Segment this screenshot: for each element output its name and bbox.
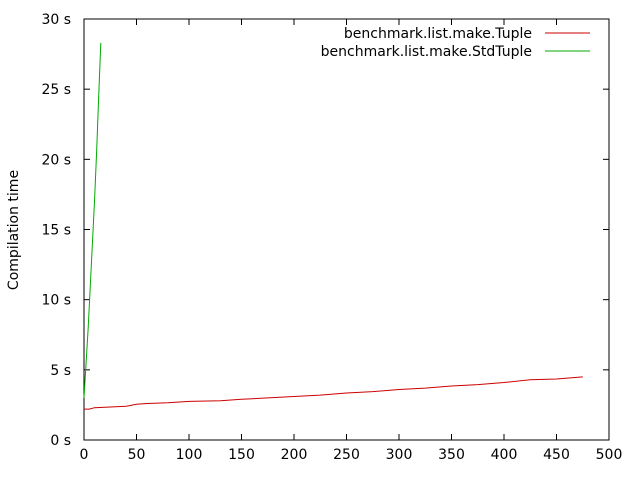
y-tick-label: 30 s xyxy=(41,12,71,28)
y-tick-label: 20 s xyxy=(41,152,71,168)
legend-label-1: benchmark.list.make.StdTuple xyxy=(321,44,532,60)
x-tick-label: 200 xyxy=(281,447,308,463)
axis-ticks: 0 50 100 150 200 250 300 350 400 450 500 0 s 5 s 10 s… xyxy=(41,12,622,463)
series-line-1 xyxy=(83,42,102,398)
series-line-0 xyxy=(84,376,583,410)
y-tick-label: 25 s xyxy=(41,82,71,98)
legend-label-0: benchmark.list.make.Tuple xyxy=(344,26,532,42)
legend: benchmark.list.make.Tuple benchmark.list.… xyxy=(321,26,590,60)
plot-frame xyxy=(83,18,610,441)
x-tick-label: 300 xyxy=(386,447,413,463)
x-tick-label: 100 xyxy=(176,447,203,463)
series-lines xyxy=(83,42,583,410)
x-tick-label: 500 xyxy=(596,447,623,463)
y-tick-label: 15 s xyxy=(41,223,71,239)
x-tick-label: 250 xyxy=(333,447,360,463)
x-tick-label: 450 xyxy=(543,447,570,463)
x-tick-label: 400 xyxy=(491,447,518,463)
x-tick-label: 150 xyxy=(228,447,255,463)
y-tick-label: 10 s xyxy=(41,293,71,309)
y-axis-label: Compilation time xyxy=(6,170,22,290)
y-tick-label: 5 s xyxy=(50,363,71,379)
x-tick-label: 50 xyxy=(128,447,146,463)
x-tick-label: 0 xyxy=(80,447,89,463)
y-tick-label: 0 s xyxy=(50,433,71,449)
x-tick-label: 350 xyxy=(438,447,465,463)
